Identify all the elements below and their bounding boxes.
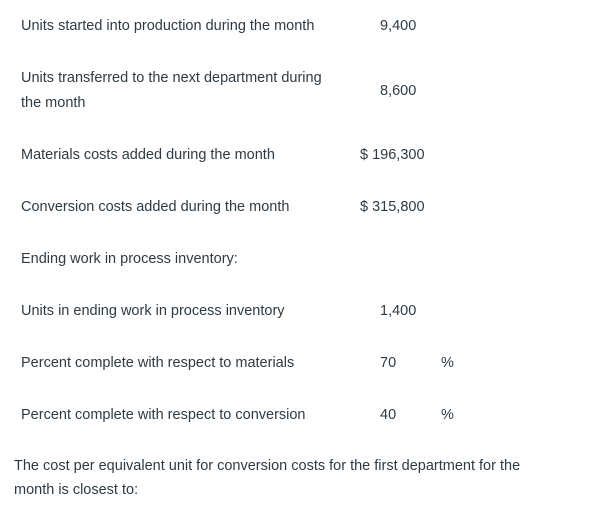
section-heading: Ending work in process inventory:: [21, 251, 238, 267]
row-value: 9,400: [380, 18, 417, 34]
row-label: Units transferred to the next department…: [21, 70, 322, 86]
row-value: 40: [380, 407, 397, 423]
percent-unit: %: [441, 407, 454, 423]
row-value: $ 315,800: [360, 199, 425, 215]
row-value: 1,400: [380, 303, 417, 319]
percent-unit: %: [441, 355, 454, 371]
row-value: $ 196,300: [360, 147, 425, 163]
question-line-1: The cost per equivalent unit for convers…: [14, 458, 521, 474]
row-value: 8,600: [380, 83, 417, 99]
row-label: Percent complete with respect to materia…: [21, 355, 295, 371]
row-label-continued: the month: [21, 95, 86, 111]
row-label: Units in ending work in process inventor…: [21, 303, 285, 319]
row-label: Units started into production during the…: [21, 18, 315, 34]
question-text: The cost per equivalent unit for convers…: [14, 454, 589, 502]
question-line-2: month is closest to:: [14, 482, 139, 498]
row-label: Percent complete with respect to convers…: [21, 407, 306, 423]
row-label: Materials costs added during the month: [21, 147, 275, 163]
row-value: 70: [380, 355, 397, 371]
row-label: Conversion costs added during the month: [21, 199, 290, 215]
